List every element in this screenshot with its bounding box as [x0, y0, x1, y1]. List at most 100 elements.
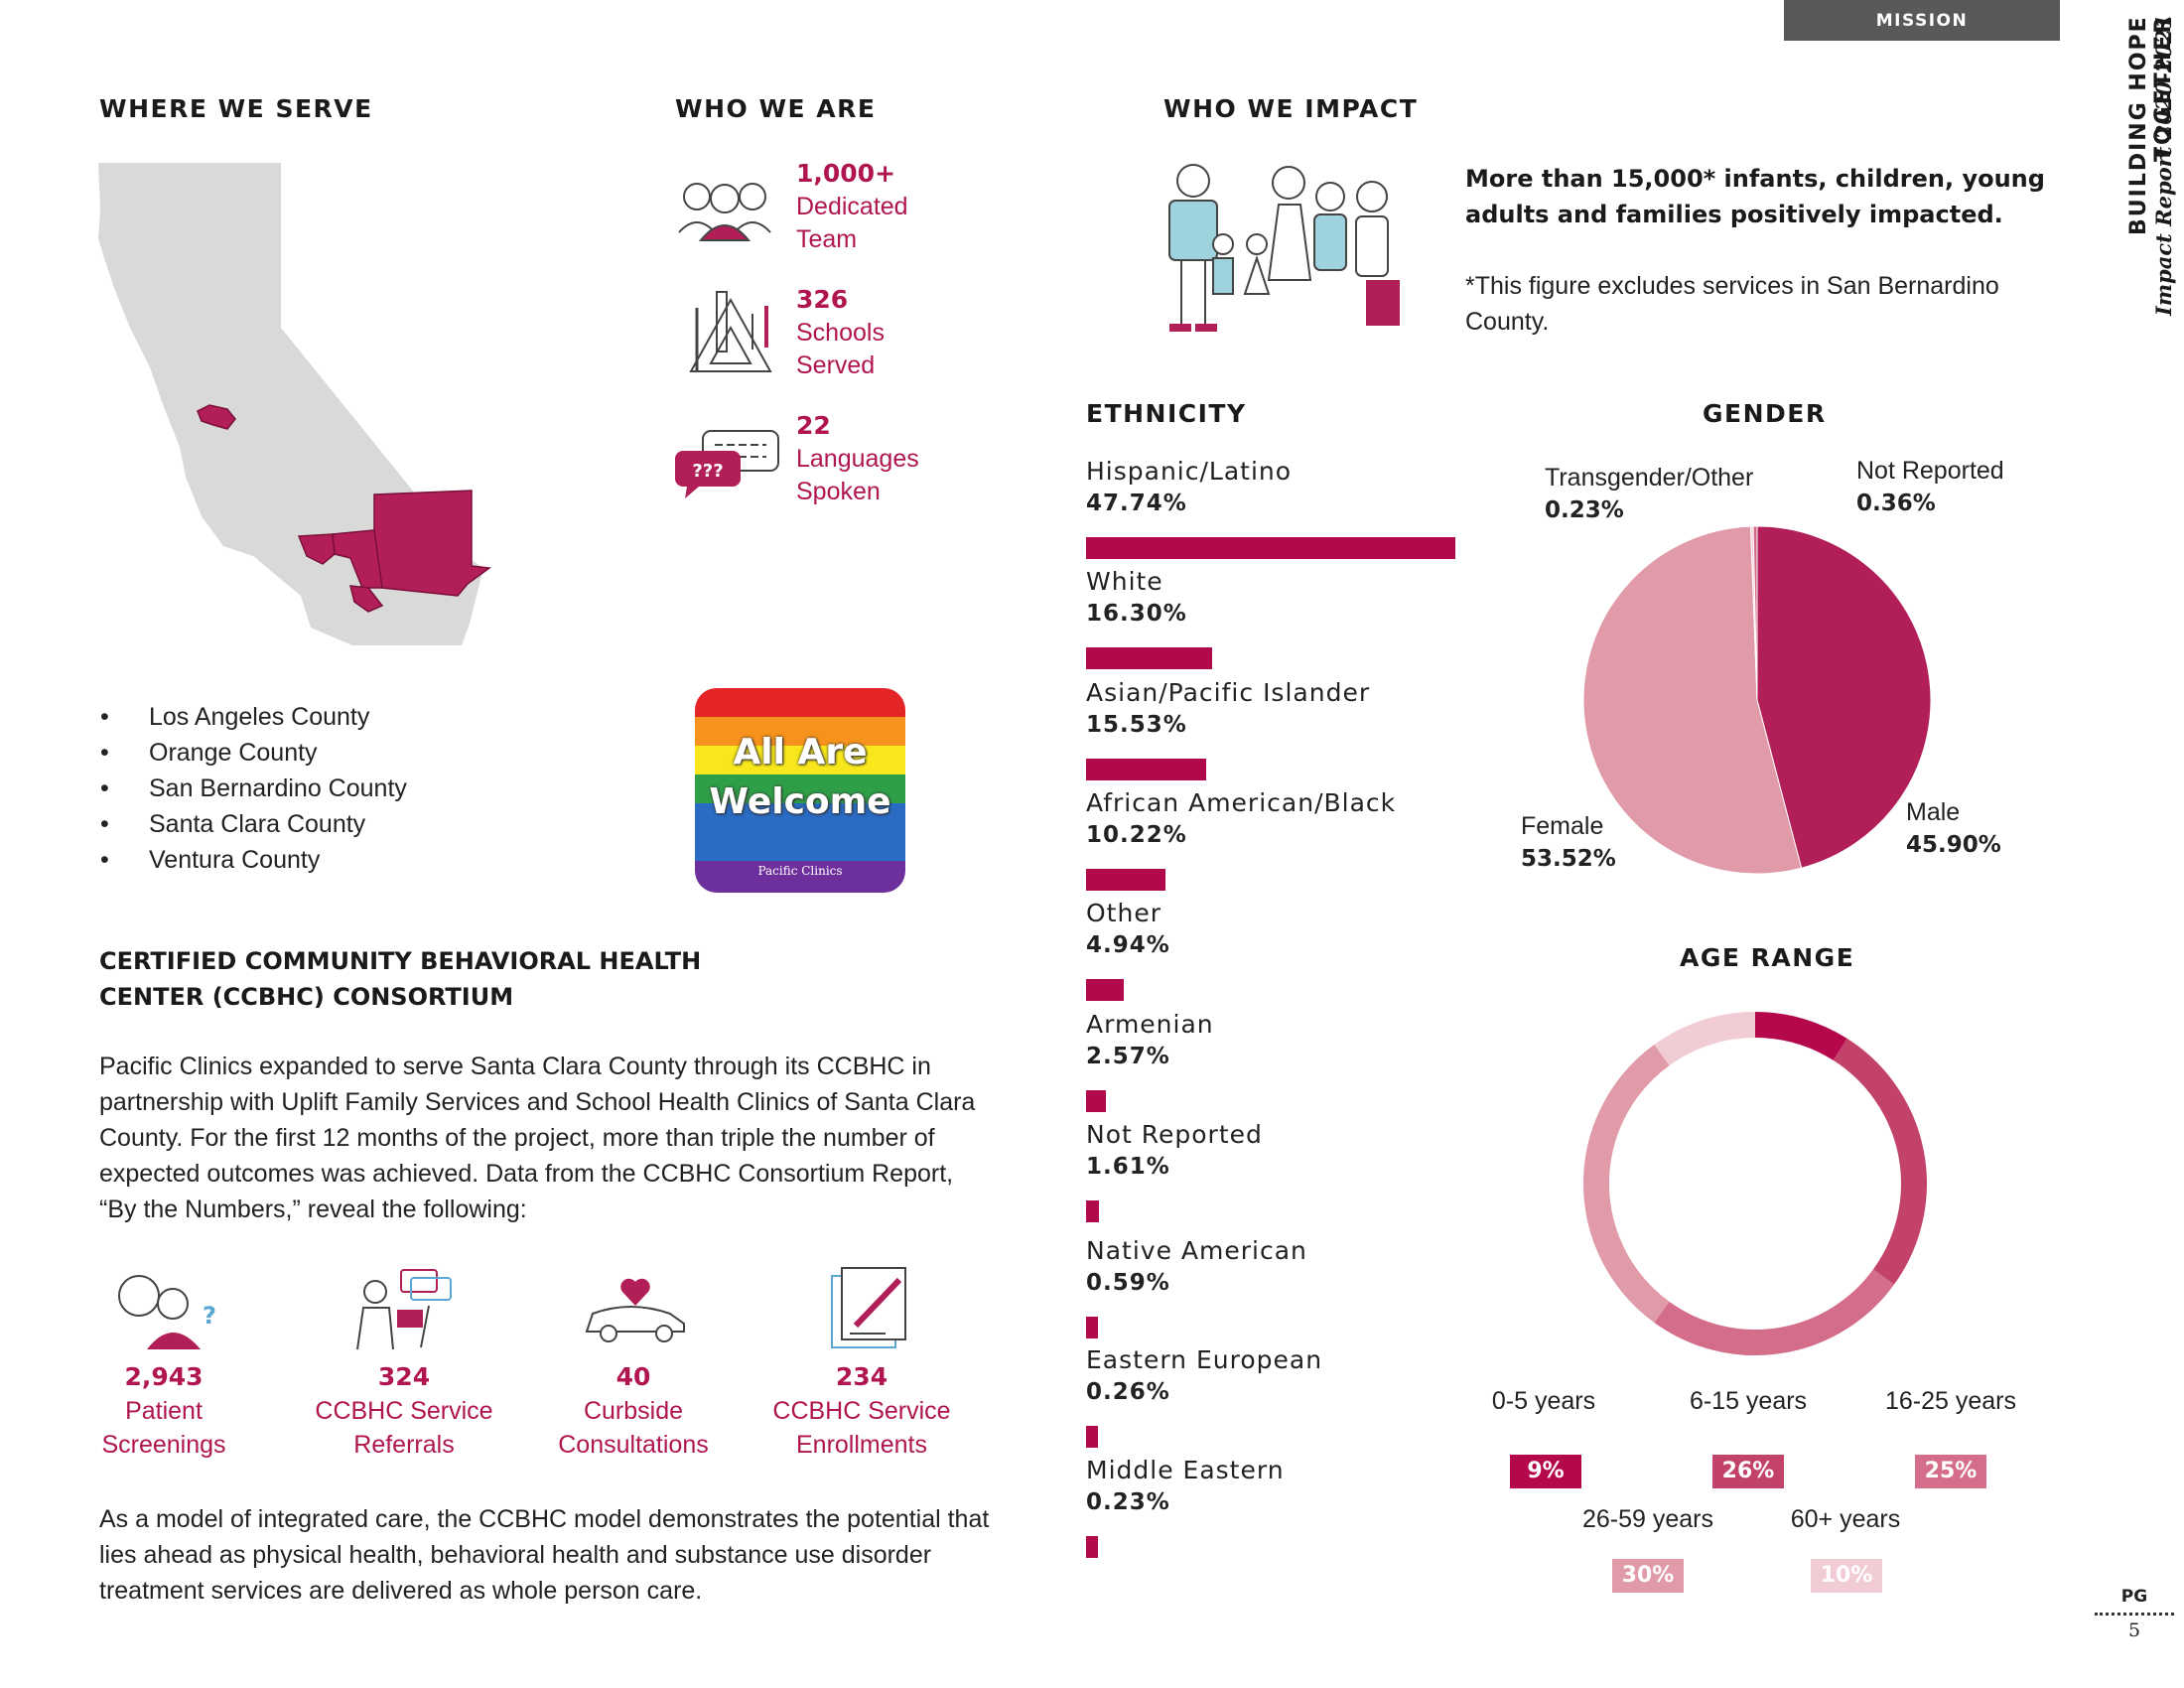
screenings-value: 2,943	[124, 1362, 204, 1391]
male-name: Male	[1906, 798, 1961, 826]
schools-line2: Served	[796, 352, 876, 379]
enrollments-value: 234	[835, 1362, 888, 1391]
ethnicity-bar	[1086, 1200, 1099, 1222]
languages-value: 22	[796, 411, 831, 440]
referrals-line1: CCBHC Service	[315, 1397, 493, 1425]
ccbhc-heading: CERTIFIED COMMUNITY BEHAVIORAL HEALTH CE…	[99, 943, 701, 1015]
ethnicity-bar	[1086, 869, 1165, 891]
county-list: Los Angeles County Orange County San Ber…	[100, 699, 407, 878]
age-badge-4: 10%	[1811, 1559, 1882, 1593]
who-we-are-heading: WHO WE ARE	[675, 94, 877, 123]
male-value: 45.90%	[1906, 832, 2001, 858]
referral-icon	[356, 1269, 452, 1350]
age-badge-1: 26%	[1712, 1455, 1784, 1488]
county-item: Orange County	[100, 735, 407, 771]
age-segment-0	[1754, 1012, 1847, 1061]
where-we-serve-heading: WHERE WE SERVE	[99, 94, 373, 123]
report-subtitle: Impact Report 2020-2021	[2151, 15, 2176, 317]
ethnicity-bar	[1086, 537, 1455, 559]
side-title: BUILDING HOPE TOGETHER Impact Report 202…	[2126, 15, 2176, 343]
ethnicity-category-label: Asian/Pacific Islander	[1086, 678, 1371, 707]
ethnicity-category-label: Armenian	[1086, 1010, 1214, 1039]
age-badge-0: 9%	[1510, 1455, 1581, 1488]
female-name: Female	[1521, 812, 1604, 840]
schools-stat: 326 Schools Served	[796, 283, 885, 382]
consultations-value: 40	[615, 1362, 651, 1391]
age-segment-1	[1833, 1038, 1927, 1285]
san-bernardino-county	[373, 490, 492, 597]
consultations-line2: Consultations	[558, 1431, 709, 1459]
team-icon	[678, 183, 771, 241]
ethnicity-chart: Hispanic/Latino 47.74% White 16.30% Asian/Pa…	[1086, 457, 1463, 1569]
ethnicity-category-label: Not Reported	[1086, 1120, 1263, 1149]
ethnicity-category-label: African American/Black	[1086, 788, 1397, 817]
notreported-name: Not Reported	[1856, 457, 2004, 485]
consultations-line1: Curbside	[583, 1397, 684, 1425]
age-segment-2	[1654, 1269, 1894, 1355]
school-supplies-icon	[689, 291, 772, 372]
ethnicity-value-label: 0.26%	[1086, 1379, 1170, 1405]
gender-slice-female	[1582, 525, 1803, 875]
gender-label-male: Male 45.90%	[1906, 796, 2001, 861]
ccbhc-intro: Pacific Clinics expanded to serve Santa …	[99, 1053, 976, 1223]
badge-line2: Welcome	[709, 781, 891, 822]
age-label-2: 16-25 years	[1884, 1387, 2017, 1415]
trans-value: 0.23%	[1545, 497, 1624, 523]
enrollments-stat: 234 CCBHC Service Enrollments	[748, 1360, 976, 1462]
age-segment-4	[1654, 1012, 1756, 1066]
svg-text:?: ?	[203, 1302, 216, 1330]
california-map	[98, 163, 492, 645]
consultations-stat: 40 Curbside Consultations	[519, 1360, 748, 1462]
ethnicity-value-label: 1.61%	[1086, 1154, 1170, 1180]
ethnicity-value-label: 16.30%	[1086, 601, 1187, 627]
age-label-4: 60+ years	[1790, 1505, 1901, 1533]
age-label-0: 0-5 years	[1491, 1387, 1596, 1415]
speech-bubbles-icon: ???	[675, 430, 779, 498]
speech-bubble-text: ???	[692, 461, 723, 482]
gender-label-trans: Transgender/Other 0.23%	[1545, 462, 1753, 526]
ethnicity-bar	[1086, 1426, 1098, 1448]
ethnicity-value-label: 4.94%	[1086, 932, 1170, 958]
schools-line1: Schools	[796, 319, 885, 347]
ccbhc-heading-line1: CERTIFIED COMMUNITY BEHAVIORAL HEALTH	[99, 947, 702, 975]
screenings-stat: 2,943 Patient Screenings	[50, 1360, 278, 1462]
badge-line1: All Are	[733, 732, 868, 773]
ccbhc-closing: As a model of integrated care, the CCBHC…	[99, 1505, 990, 1605]
ethnicity-category-label: Middle Eastern	[1086, 1456, 1285, 1484]
section-tab: MISSION	[1784, 0, 2060, 41]
team-value: 1,000+	[796, 159, 896, 188]
languages-line2: Spoken	[796, 478, 881, 505]
languages-line1: Languages	[796, 445, 919, 473]
county-item: Ventura County	[100, 842, 407, 878]
gender-title: GENDER	[1703, 399, 1827, 428]
gender-slice-male	[1756, 525, 1932, 869]
ethnicity-category-label: Other	[1086, 899, 1161, 927]
ethnicity-value-label: 2.57%	[1086, 1044, 1170, 1069]
impact-headline: More than 15,000* infants, children, you…	[1465, 165, 2045, 228]
age-badge-2: 25%	[1915, 1455, 1986, 1488]
gender-pie-chart	[1582, 525, 1932, 875]
ethnicity-bar	[1086, 759, 1206, 780]
gender-label-notreported: Not Reported 0.36%	[1856, 455, 2004, 519]
ethnicity-title: ETHNICITY	[1086, 399, 1247, 428]
ethnicity-category-label: Native American	[1086, 1236, 1307, 1265]
team-line1: Dedicated	[796, 193, 908, 220]
ethnicity-value-label: 0.23%	[1086, 1489, 1170, 1515]
ccbhc-heading-line2: CENTER (CCBHC) CONSORTIUM	[99, 983, 514, 1011]
schools-value: 326	[796, 285, 849, 314]
bay-area-county	[197, 404, 236, 430]
ethnicity-bar	[1086, 1536, 1098, 1558]
gender-slice-not-reported	[1752, 525, 1758, 701]
car-heart-icon	[585, 1278, 685, 1342]
county-item: Santa Clara County	[100, 806, 407, 842]
orange-county	[349, 585, 384, 613]
age-segment-3	[1583, 1045, 1670, 1323]
age-label-1: 6-15 years	[1689, 1387, 1808, 1415]
age-donut-chart	[1583, 1012, 1927, 1355]
ethnicity-value-label: 15.53%	[1086, 712, 1187, 738]
county-item: San Bernardino County	[100, 771, 407, 806]
team-line2: Team	[796, 225, 858, 253]
screenings-line2: Screenings	[101, 1431, 226, 1459]
enrollments-line1: CCBHC Service	[772, 1397, 951, 1425]
who-we-impact-heading: WHO WE IMPACT	[1163, 94, 1419, 123]
